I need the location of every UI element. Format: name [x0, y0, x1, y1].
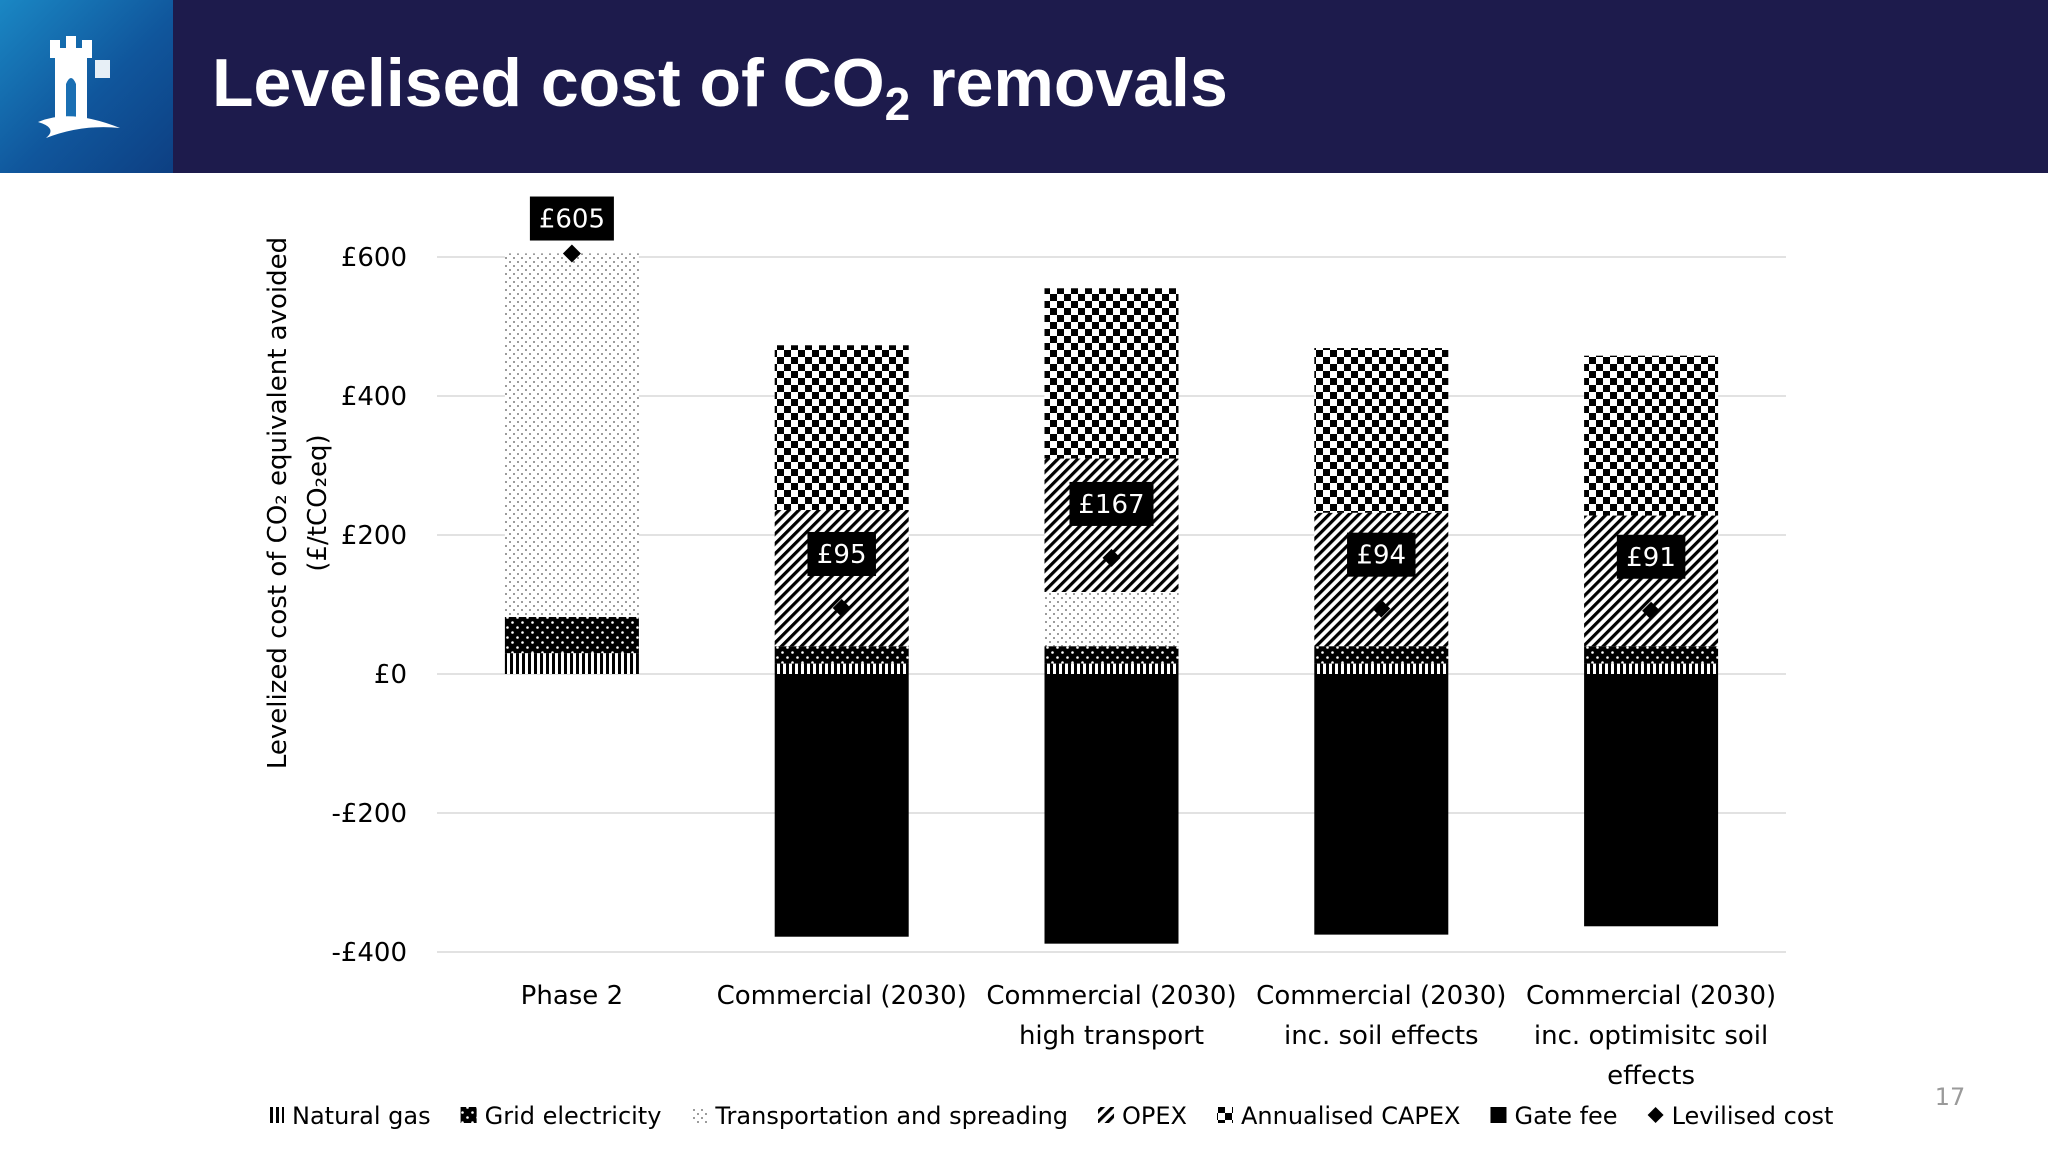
x-category-label: Commercial (2030) [986, 981, 1236, 1011]
bar-segment-natural-gas [1584, 663, 1719, 674]
slide-title: Levelised cost of CO2 removals [212, 45, 1228, 130]
bar-segment-opex [774, 509, 909, 647]
legend: Natural gas Grid electricity Transportatio… [268, 1102, 1833, 1130]
levelised-cost-marker [1102, 548, 1121, 567]
y-tick-label: -£200 [331, 799, 407, 829]
y-tick-label: £400 [341, 382, 407, 412]
data-label: £94 [1356, 541, 1406, 571]
y-axis-label: Levelized cost of CO₂ equivalent avoided… [263, 237, 333, 769]
y-axis-label-line1: Levelized cost of CO₂ equivalent avoided [263, 237, 293, 769]
y-tick-label: £0 [374, 660, 407, 690]
data-label-box [1347, 532, 1416, 577]
bar-segment-natural-gas [504, 653, 639, 674]
bar-segment-natural-gas [774, 663, 909, 674]
legend-label: Levilised cost [1672, 1102, 1834, 1130]
y-tick-label: £200 [341, 521, 407, 551]
bar-segment-grid-electricity [504, 617, 639, 654]
x-category-label: Commercial (2030) [1256, 981, 1506, 1011]
bar-segment-gate-fee [1584, 674, 1719, 927]
bar-segment-transportation-and-spreading [504, 253, 639, 618]
legend-label: Transportation and spreading [714, 1102, 1068, 1130]
bar-segment-grid-electricity [1584, 646, 1719, 664]
levelised-cost-marker [1642, 601, 1661, 620]
data-label-box [807, 531, 876, 576]
data-label-box [1069, 481, 1154, 526]
legend-swatch [1647, 1107, 1664, 1123]
legend-swatch [268, 1107, 284, 1123]
legend-swatch [1098, 1107, 1115, 1123]
legend-label: Annualised CAPEX [1241, 1102, 1460, 1130]
data-label: £91 [1626, 543, 1676, 573]
x-category-label: Phase 2 [521, 981, 623, 1011]
y-axis-ticks: -£400 -£200 £0 £200 £400 £600 [331, 243, 407, 968]
bar-segment-grid-electricity [774, 646, 909, 664]
bar-segment-transportation-and-spreading [1044, 591, 1179, 647]
x-category-label: high transport [1019, 1021, 1204, 1051]
slide-header [0, 0, 2048, 173]
legend-swatch [691, 1107, 708, 1123]
legend-label: Grid electricity [485, 1102, 662, 1130]
y-tick-label: £600 [341, 243, 407, 273]
bar-segment-gate-fee [774, 674, 909, 937]
data-label-box [1616, 534, 1686, 579]
bar-segment-annualised-capex [774, 345, 909, 510]
levelised-cost-marker [832, 598, 851, 617]
data-label-box [529, 196, 614, 241]
bar-segment-gate-fee [1314, 674, 1449, 935]
x-category-label: inc. optimisitc soil [1534, 1021, 1768, 1051]
bar-segment-natural-gas [1314, 663, 1449, 674]
x-category-label: inc. soil effects [1284, 1021, 1479, 1051]
legend-swatch [1490, 1107, 1507, 1123]
x-category-label: Commercial (2030) [1526, 981, 1776, 1011]
castle-logo-icon [38, 36, 120, 138]
x-axis-category-labels: Phase 2 Commercial (2030) Commercial (2030… [521, 981, 1777, 1091]
bar-segment-grid-electricity [1314, 646, 1449, 664]
bar-segment-annualised-capex [1314, 348, 1449, 513]
legend-swatch [1217, 1107, 1233, 1123]
bars [504, 253, 1719, 944]
y-tick-label: -£400 [331, 938, 407, 968]
university-logo [0, 0, 173, 173]
legend-label: Gate fee [1514, 1102, 1617, 1130]
x-category-label: effects [1607, 1061, 1695, 1091]
legend-label: Natural gas [292, 1102, 431, 1130]
page-number: 17 [1934, 1083, 1966, 1111]
levelised-cost-marker [562, 244, 581, 263]
data-label: £605 [539, 205, 605, 235]
levelised-cost-marker [1372, 599, 1391, 618]
bar-segment-natural-gas [1044, 663, 1179, 674]
legend-label: OPEX [1122, 1102, 1187, 1130]
data-label: £167 [1078, 490, 1144, 520]
stacked-bar-chart: -£400 -£200 £0 £200 £400 £600 Levelized cost … [263, 196, 1833, 1130]
legend-swatch [460, 1107, 477, 1123]
levelised-cost-markers: £605 £95 £167 £94 £91 [529, 196, 1686, 620]
data-label: £95 [817, 540, 867, 570]
bar-segment-annualised-capex [1044, 288, 1179, 459]
y-axis-label-line2: (£/tCO₂eq) [303, 434, 333, 571]
bar-segment-annualised-capex [1584, 355, 1719, 516]
bar-segment-gate-fee [1044, 674, 1179, 944]
x-category-label: Commercial (2030) [717, 981, 967, 1011]
bar-segment-grid-electricity [1044, 646, 1179, 664]
